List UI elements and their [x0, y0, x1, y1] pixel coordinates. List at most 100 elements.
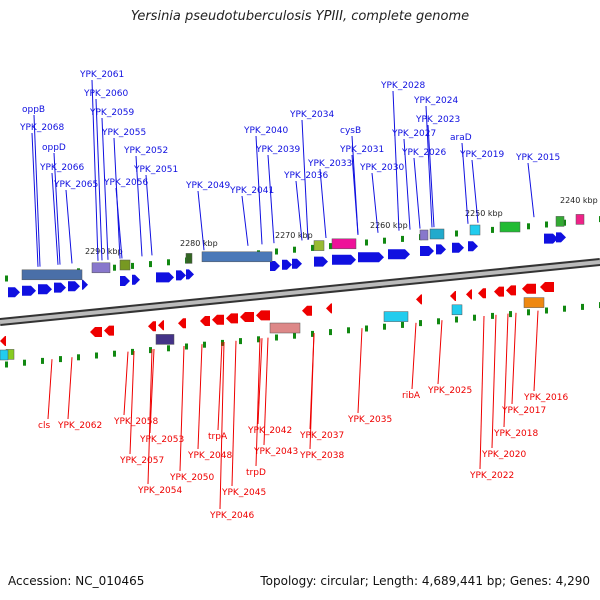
reverse-gene-arrow	[226, 313, 238, 324]
protein-domain-block	[155, 334, 175, 345]
forward-gene-leader	[31, 132, 39, 267]
protein-domain-block	[313, 240, 325, 251]
reverse-gene-label: YPK_2046	[209, 511, 255, 521]
protein-domain-block	[185, 253, 193, 264]
reverse-gene-label: YPK_2054	[137, 486, 183, 496]
reverse-gene-arrow	[0, 336, 6, 346]
forward-gene-leader	[95, 98, 103, 261]
forward-gene-label: YPK_2023	[415, 115, 460, 125]
forward-gene-leader	[295, 180, 303, 241]
forward-gene-arrow	[120, 276, 130, 286]
reverse-gene-label: YPK_2045	[221, 488, 266, 498]
reverse-gene-leader	[67, 357, 73, 420]
forward-gene-leader	[471, 159, 479, 223]
reverse-gene-label: YPK_2062	[57, 421, 102, 431]
scale-label: 2290 kbp	[85, 247, 123, 256]
tick-mark-upper	[563, 219, 566, 226]
tick-mark-lower	[329, 329, 332, 336]
forward-gene-label: YPK_2060	[83, 89, 129, 99]
reverse-gene-leader	[217, 342, 223, 431]
forward-gene-label: cysB	[340, 126, 361, 136]
forward-gene-arrow	[556, 232, 566, 243]
forward-gene-label: YPK_2031	[339, 145, 384, 155]
reverse-gene-leader	[411, 322, 417, 390]
tick-mark-upper	[491, 226, 494, 233]
reverse-gene-arrow	[326, 303, 332, 314]
forward-gene-label: YPK_2052	[123, 146, 168, 156]
scale-label: 2270 kbp	[275, 231, 313, 240]
protein-domain-block	[575, 214, 585, 225]
forward-gene-arrow	[132, 274, 140, 285]
reverse-gene-label: YPK_2057	[119, 456, 164, 466]
reverse-gene-leader	[357, 328, 363, 414]
forward-gene-leader	[351, 154, 359, 235]
tick-mark-lower	[545, 307, 548, 314]
reverse-gene-label: YPK_2048	[187, 451, 233, 461]
forward-gene-arrow	[292, 258, 302, 269]
reverse-gene-label: YPK_2020	[481, 450, 527, 460]
protein-domain-block	[429, 228, 445, 240]
tick-mark-lower	[347, 327, 350, 334]
reverse-gene-arrow	[466, 289, 472, 300]
forward-gene-arrow	[314, 256, 328, 267]
forward-gene-arrow	[358, 252, 384, 263]
forward-gene-arrow	[452, 242, 464, 253]
reverse-gene-leader	[179, 345, 185, 472]
tick-mark-lower	[473, 314, 476, 321]
forward-gene-label: YPK_2061	[79, 70, 124, 80]
reverse-gene-label: YPK_2017	[501, 406, 546, 416]
reverse-gene-label: YPK_2022	[469, 471, 514, 481]
tick-mark-upper	[383, 237, 386, 244]
forward-gene-label: YPK_2065	[53, 180, 98, 190]
reverse-gene-label: trpA	[208, 432, 228, 442]
tick-mark-lower	[113, 350, 116, 357]
reverse-gene-leader	[479, 315, 485, 470]
tick-mark-upper	[401, 235, 404, 242]
forward-gene-label: YPK_2034	[289, 110, 335, 120]
reverse-gene-arrow	[148, 321, 156, 332]
reverse-gene-label: cls	[38, 421, 50, 431]
reverse-gene-leader	[309, 332, 315, 450]
reverse-gene-leader	[219, 341, 225, 510]
tick-mark-lower	[527, 309, 530, 316]
forward-gene-leader	[33, 114, 41, 267]
map-title: Yersinia pseudotuberculosis YPIII, compl…	[130, 9, 470, 24]
forward-gene-label: YPK_2027	[391, 129, 436, 139]
tick-mark-lower	[41, 357, 44, 364]
forward-gene-arrow	[176, 270, 186, 281]
forward-gene-leader	[53, 152, 61, 265]
tick-mark-upper	[113, 264, 116, 271]
tick-mark-lower	[221, 339, 224, 346]
reverse-gene-label: YPK_2025	[427, 386, 472, 396]
forward-gene-label: YPK_2028	[380, 81, 426, 91]
tick-mark-lower	[167, 345, 170, 352]
forward-gene-arrow	[186, 269, 194, 280]
tick-mark-lower	[239, 338, 242, 345]
tick-mark-upper	[131, 262, 134, 269]
forward-gene-label: YPK_2026	[401, 148, 447, 158]
reverse-gene-leader	[47, 359, 53, 420]
forward-gene-arrow	[282, 259, 292, 270]
reverse-gene-arrow	[540, 282, 554, 292]
forward-gene-label: YPK_2056	[103, 178, 149, 188]
tick-mark-lower	[275, 334, 278, 341]
forward-gene-leader	[319, 168, 327, 239]
reverse-gene-label: YPK_2053	[139, 435, 184, 445]
protein-domain-block	[383, 311, 409, 322]
tick-mark-upper	[311, 244, 314, 251]
tick-mark-lower	[509, 311, 512, 318]
forward-gene-leader	[392, 90, 400, 231]
reverse-gene-leader	[147, 349, 153, 485]
forward-gene-arrow	[332, 254, 356, 265]
tick-mark-lower	[77, 354, 80, 361]
tick-mark-lower	[149, 347, 152, 354]
forward-gene-label: YPK_2015	[515, 153, 560, 163]
reverse-gene-arrow	[506, 285, 516, 296]
protein-domain-block	[201, 251, 273, 263]
backbone	[0, 260, 600, 324]
forward-gene-label: YPK_2039	[255, 145, 301, 155]
forward-gene-label: araD	[450, 133, 472, 143]
accession-label: Accession: NC_010465	[8, 574, 145, 588]
tick-mark-upper	[545, 221, 548, 228]
